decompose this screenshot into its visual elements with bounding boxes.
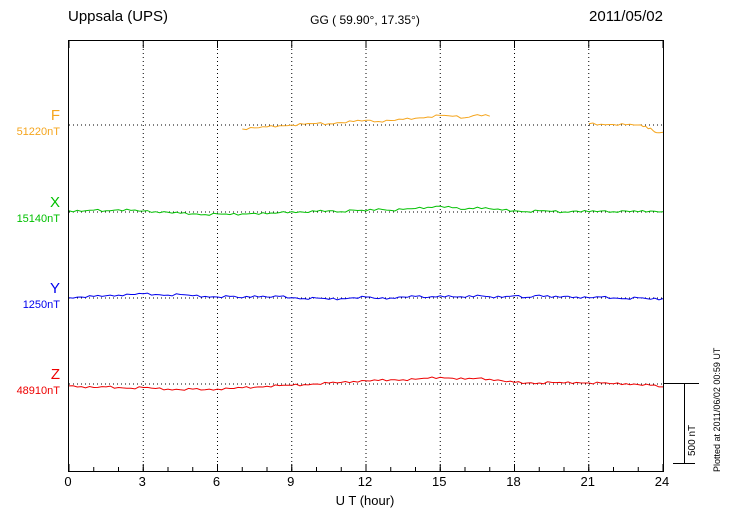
scalebar-line bbox=[684, 383, 685, 463]
trace-baseline-y: 1250nT bbox=[22, 299, 60, 311]
geographic-coords: GG ( 59.90°, 17.35°) bbox=[310, 13, 420, 27]
trace-z bbox=[69, 376, 663, 391]
trace-x bbox=[69, 205, 663, 216]
x-axis-title: U T (hour) bbox=[335, 493, 395, 508]
trace-label-z: Z bbox=[50, 366, 60, 383]
trace-label-f: F bbox=[50, 107, 60, 124]
scalebar-label: 500 nT bbox=[687, 424, 698, 456]
x-tick-label: 6 bbox=[212, 474, 221, 489]
scalebar-bottom-tick bbox=[673, 463, 695, 464]
trace-label-x: X bbox=[49, 194, 60, 211]
trace-y bbox=[69, 292, 663, 301]
x-tick-label: 21 bbox=[580, 474, 595, 489]
x-tick-label: 24 bbox=[654, 474, 670, 489]
x-tick-label: 3 bbox=[138, 474, 146, 489]
trace-baseline-f: 51220nT bbox=[16, 126, 60, 138]
x-tick-label: 12 bbox=[357, 474, 373, 489]
trace-label-y: Y bbox=[49, 280, 60, 297]
trace-f bbox=[588, 122, 663, 134]
x-tick-label: 0 bbox=[64, 474, 72, 489]
trace-baseline-z: 48910nT bbox=[16, 385, 60, 397]
trace-baseline-x: 15140nT bbox=[16, 213, 60, 225]
record-date: 2011/05/02 bbox=[589, 8, 663, 25]
magnetogram-chart bbox=[69, 41, 663, 471]
plotted-at-note: Plotted at 2011/06/02 00:59 UT bbox=[712, 347, 722, 472]
x-tick-label: 15 bbox=[432, 474, 447, 489]
scalebar-top-tick bbox=[663, 383, 699, 384]
x-tick-label: 18 bbox=[506, 474, 521, 489]
station-name: Uppsala (UPS) bbox=[68, 8, 169, 25]
trace-f bbox=[242, 114, 490, 131]
x-tick-label: 9 bbox=[287, 474, 295, 489]
plot-area bbox=[68, 40, 664, 472]
